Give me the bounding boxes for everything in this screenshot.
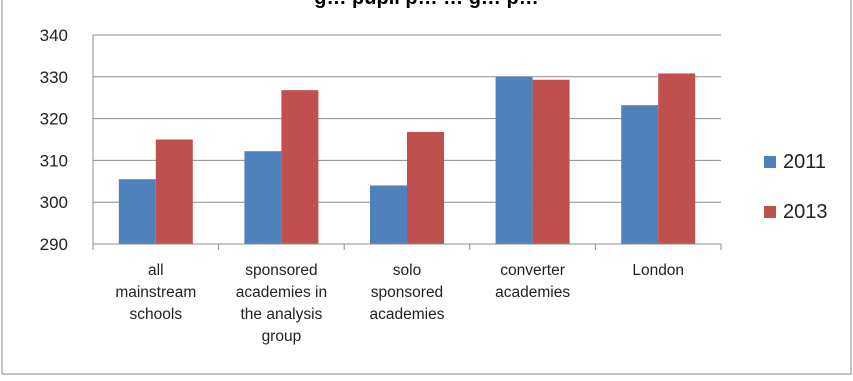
bar-2011-4 bbox=[621, 105, 659, 244]
bar-2013-4 bbox=[658, 73, 696, 245]
x-tick-label: group bbox=[262, 328, 302, 345]
y-tick-label: 340 bbox=[40, 26, 68, 45]
y-tick-label: 330 bbox=[40, 68, 68, 87]
y-tick-label: 310 bbox=[40, 151, 68, 170]
x-tick-label: academies in bbox=[236, 284, 327, 301]
x-tick-label: solo bbox=[393, 262, 421, 279]
x-tick-label: all bbox=[148, 262, 164, 279]
bar-2011-2 bbox=[370, 185, 407, 244]
chart-title: g… pupil p… … g… p… bbox=[0, 0, 853, 10]
y-tick-label: 320 bbox=[40, 110, 68, 129]
x-tick-label: academies bbox=[370, 306, 445, 323]
bar-2013-2 bbox=[407, 131, 444, 244]
bar-2011-0 bbox=[118, 179, 156, 244]
x-tick-label: academies bbox=[495, 284, 570, 301]
legend-swatch-2011 bbox=[764, 156, 776, 168]
bar-2013-3 bbox=[532, 79, 570, 244]
bar-2011-3 bbox=[495, 76, 533, 244]
legend-label-2013: 2013 bbox=[783, 201, 828, 223]
legend-swatch-2013 bbox=[764, 206, 776, 218]
bar-2011-1 bbox=[244, 151, 282, 244]
y-tick-label: 290 bbox=[40, 235, 68, 254]
x-tick-label: London bbox=[632, 262, 684, 279]
x-tick-label: sponsored bbox=[371, 284, 443, 301]
x-tick-label: sponsored bbox=[245, 262, 317, 279]
y-tick-label: 300 bbox=[40, 193, 68, 212]
x-tick-label: the analysis bbox=[240, 306, 322, 323]
bar-2013-0 bbox=[155, 139, 193, 244]
bar-2013-1 bbox=[281, 90, 319, 245]
x-tick-label: schools bbox=[130, 306, 183, 323]
legend-label-2011: 2011 bbox=[783, 151, 826, 173]
x-tick-label: converter bbox=[500, 262, 565, 279]
x-tick-label: mainstream bbox=[115, 284, 196, 301]
